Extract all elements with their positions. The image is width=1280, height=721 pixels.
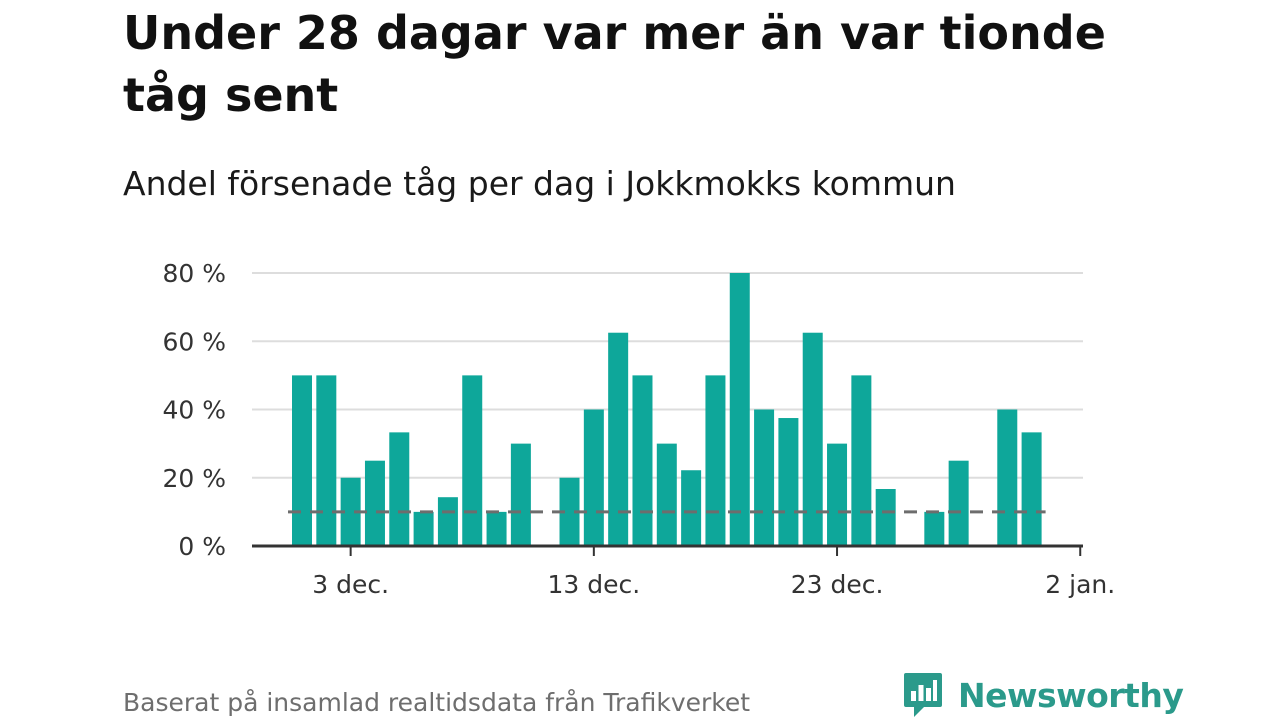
bar[interactable] [292, 375, 312, 546]
y-tick-label: 0 % [178, 532, 226, 561]
bar[interactable] [851, 375, 872, 546]
newsworthy-logo-icon [904, 673, 942, 717]
bar[interactable] [948, 460, 969, 546]
bar[interactable] [802, 332, 823, 546]
bar[interactable] [656, 443, 677, 546]
bar[interactable] [316, 375, 337, 546]
bar[interactable] [1021, 432, 1042, 546]
chart-subtitle: Andel försenade tåg per dag i Jokkmokks … [123, 164, 956, 203]
brand-logo[interactable]: Newsworthy [902, 669, 1184, 721]
bar[interactable] [754, 409, 775, 547]
source-note: Baserat på insamlad realtidsdata från Tr… [123, 688, 751, 717]
y-tick-label: 80 % [162, 259, 226, 288]
bar[interactable] [997, 409, 1018, 547]
chart-title: Under 28 dagar var mer än var tionde tåg… [123, 6, 1106, 122]
bar[interactable] [437, 497, 458, 546]
brand-name: Newsworthy [958, 675, 1184, 715]
bar[interactable] [389, 432, 410, 546]
bar[interactable] [705, 375, 726, 546]
bar[interactable] [608, 332, 629, 546]
x-axis: 3 dec. 13 dec. 23 dec. 2 jan. [252, 544, 1115, 599]
bar[interactable] [413, 511, 434, 546]
bar[interactable] [729, 273, 750, 546]
x-tick-label: 23 dec. [791, 570, 884, 599]
x-tick-label: 13 dec. [547, 570, 640, 599]
bar[interactable] [486, 511, 507, 546]
bar-chart: 0 % 20 % 40 % 60 % 80 % 3 dec. 13 dec. 23 dec.… [162, 259, 1115, 599]
bar[interactable] [462, 375, 483, 546]
bar[interactable] [778, 418, 799, 546]
y-axis-labels: 0 % 20 % 40 % 60 % 80 % [162, 259, 226, 561]
bars [292, 273, 1042, 546]
x-tick-label: 2 jan. [1045, 570, 1115, 599]
y-tick-label: 40 % [162, 396, 226, 425]
bar[interactable] [681, 470, 702, 546]
y-tick-label: 20 % [162, 464, 226, 493]
bar[interactable] [632, 375, 653, 546]
bar[interactable] [559, 477, 580, 546]
x-tick-label: 3 dec. [312, 570, 389, 599]
bar[interactable] [364, 460, 385, 546]
bar[interactable] [340, 477, 361, 546]
bar[interactable] [583, 409, 604, 547]
bar[interactable] [875, 489, 896, 546]
bar[interactable] [510, 443, 531, 546]
y-tick-label: 60 % [162, 327, 226, 356]
bar[interactable] [924, 511, 945, 546]
bar[interactable] [827, 443, 848, 546]
